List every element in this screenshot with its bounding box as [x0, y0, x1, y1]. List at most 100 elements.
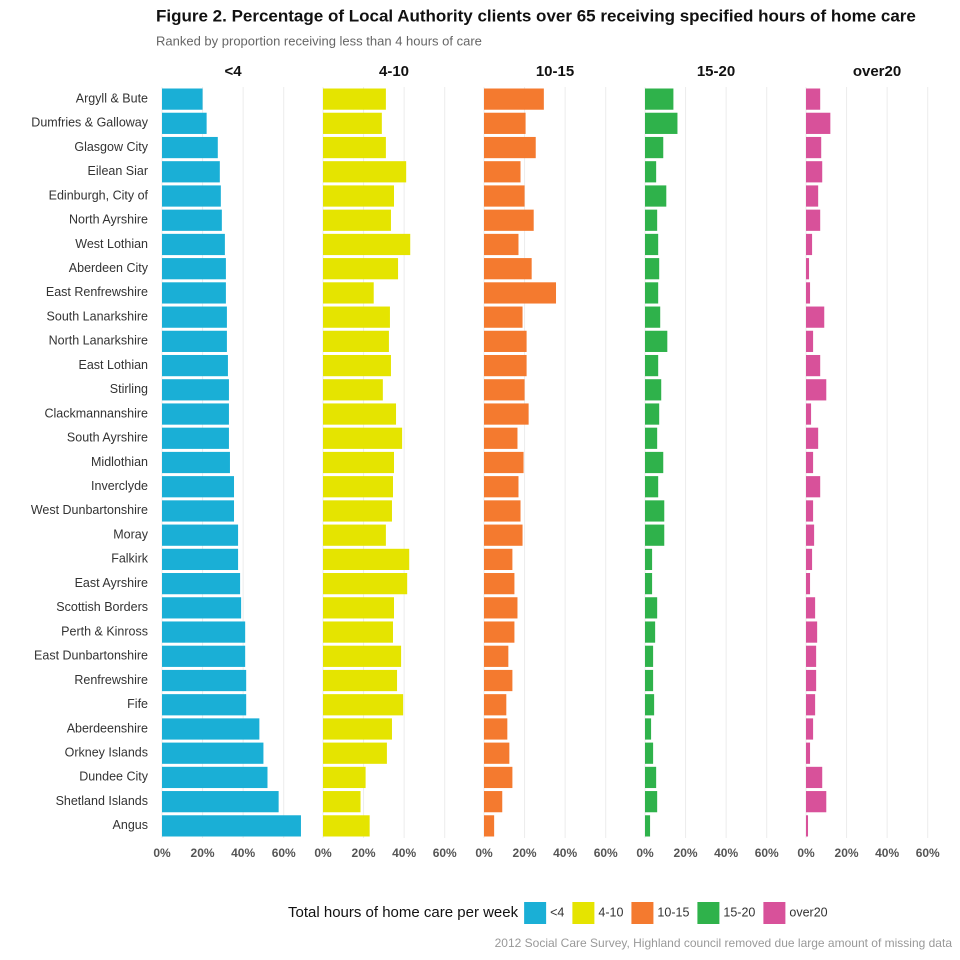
- bar: [323, 451, 394, 474]
- legend-swatch: [631, 902, 654, 924]
- bar: [645, 669, 654, 692]
- bar: [645, 500, 665, 522]
- bar: [323, 573, 408, 595]
- bar: [484, 306, 523, 328]
- bar: [162, 258, 226, 280]
- x-tick-label: 40%: [875, 846, 899, 860]
- y-tick-label: Shetland Islands: [56, 794, 148, 808]
- legend-swatch: [697, 902, 720, 924]
- bar: [484, 766, 513, 789]
- bar: [806, 815, 809, 837]
- legend-label: 15-20: [723, 905, 755, 919]
- bar: [162, 500, 235, 522]
- bar: [162, 621, 246, 643]
- bar: [162, 88, 203, 110]
- y-tick-label: Scottish Borders: [56, 600, 148, 614]
- caption: 2012 Social Care Survey, Highland counci…: [495, 936, 953, 950]
- bar: [484, 209, 534, 231]
- bar: [806, 791, 827, 813]
- bar: [484, 161, 521, 183]
- bar: [806, 766, 823, 789]
- bar: [645, 209, 658, 231]
- bar: [323, 791, 361, 813]
- x-tick-label: 20%: [191, 846, 215, 860]
- bar: [323, 306, 390, 328]
- bar: [806, 621, 818, 643]
- bar: [484, 427, 518, 449]
- legend-title: Total hours of home care per week: [288, 904, 519, 921]
- bar: [162, 597, 242, 619]
- bar: [323, 694, 404, 716]
- bar: [323, 354, 391, 377]
- bar: [806, 669, 817, 692]
- bar: [162, 476, 235, 498]
- y-tick-label: Dundee City: [79, 770, 149, 784]
- y-tick-label: Midlothian: [91, 455, 148, 469]
- bar: [484, 742, 510, 764]
- bar: [323, 379, 383, 401]
- y-tick-label: Aberdeen City: [69, 261, 149, 275]
- bar: [806, 161, 823, 183]
- bar: [323, 548, 410, 571]
- bar: [645, 88, 674, 110]
- bar: [162, 573, 241, 595]
- y-tick-label: Perth & Kinross: [61, 624, 148, 638]
- bar: [323, 136, 386, 159]
- bar: [645, 427, 658, 449]
- bar: [162, 645, 246, 667]
- bar: [645, 815, 651, 837]
- bar: [484, 379, 525, 401]
- x-tick-label: 0%: [153, 846, 171, 860]
- y-tick-label: Dumfries & Galloway: [31, 116, 148, 130]
- bar: [323, 766, 366, 789]
- bar: [323, 161, 407, 183]
- bar: [323, 330, 389, 352]
- y-tick-label: Stirling: [110, 382, 148, 396]
- bar: [645, 573, 653, 595]
- bar: [806, 403, 812, 425]
- bar: [645, 548, 653, 571]
- x-tick-label: 20%: [513, 846, 537, 860]
- y-tick-label: Falkirk: [111, 552, 149, 566]
- bar: [162, 742, 264, 764]
- x-tick-label: 60%: [594, 846, 618, 860]
- y-tick-label: Angus: [113, 818, 148, 832]
- chart-subtitle: Ranked by proportion receiving less than…: [156, 33, 482, 48]
- bar: [484, 282, 557, 304]
- legend-label: 10-15: [657, 905, 689, 919]
- bar: [806, 694, 816, 716]
- bar: [806, 330, 814, 352]
- bar: [484, 645, 509, 667]
- bar: [806, 185, 819, 207]
- bar: [484, 403, 529, 425]
- bar: [645, 645, 654, 667]
- x-tick-label: 0%: [314, 846, 332, 860]
- bar: [645, 282, 659, 304]
- bar: [645, 694, 655, 716]
- x-tick-label: 0%: [636, 846, 654, 860]
- bar: [484, 573, 515, 595]
- legend-swatch: [572, 902, 595, 924]
- y-tick-label: West Lothian: [75, 237, 148, 251]
- y-tick-label: East Renfrewshire: [46, 285, 148, 299]
- bar: [806, 718, 814, 740]
- bar: [806, 88, 821, 110]
- y-tick-label: East Lothian: [79, 358, 149, 372]
- bar: [806, 476, 821, 498]
- bar: [645, 403, 660, 425]
- bar: [484, 185, 525, 207]
- bar: [323, 742, 387, 764]
- bar: [323, 718, 392, 740]
- bar: [323, 112, 382, 134]
- bar: [323, 403, 397, 425]
- bar: [484, 815, 495, 837]
- bar: [484, 233, 519, 256]
- bar: [806, 597, 816, 619]
- legend-swatch: [524, 902, 547, 924]
- bar: [645, 451, 664, 474]
- legend-swatch: [763, 902, 786, 924]
- x-tick-label: 40%: [553, 846, 577, 860]
- bar: [162, 524, 239, 546]
- y-tick-label: Glasgow City: [74, 140, 148, 154]
